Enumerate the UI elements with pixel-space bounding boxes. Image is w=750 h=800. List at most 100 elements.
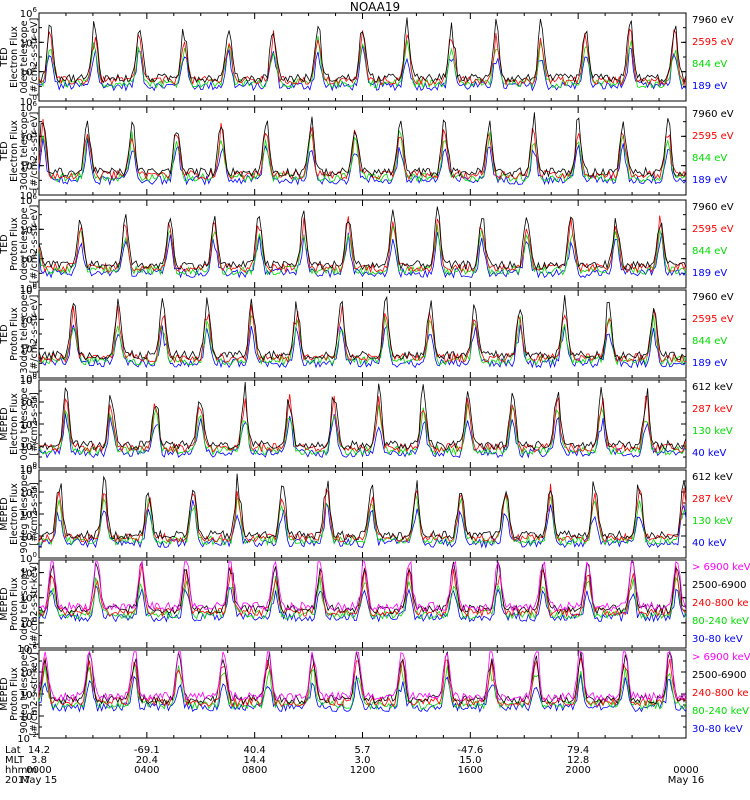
footer-hhmm: 0000: [673, 765, 699, 776]
y-axis-label-line: [#/cm2-s-str-eV]: [29, 204, 40, 284]
panel-frame: [38, 469, 687, 559]
y-tick-label: 104: [20, 566, 38, 580]
y-tick-label: 104: [20, 507, 38, 521]
y-tick-label: 100: [20, 188, 37, 202]
legend-entry: 40 keV: [692, 448, 727, 459]
footer-mlt: 12.8: [567, 755, 590, 766]
footer-label-year: 2017: [5, 775, 31, 786]
panel-2: 100 102 104 106: [20, 100, 687, 202]
series-line: [38, 650, 687, 703]
y-tick-label: 106: [20, 6, 38, 20]
y-axis-label: TED Proton Flux 30deg telescope [#/cm2-s-st…: [0, 290, 40, 378]
legend-entry: 7960 eV: [692, 202, 734, 213]
y-axis-label-line: [#/cm2-s-str-eV]: [29, 17, 40, 97]
series-line: [38, 112, 687, 178]
footer-hhmm: 2000: [565, 765, 591, 776]
y-tick-label: 106: [20, 100, 38, 114]
y-tick-label: 106: [20, 395, 38, 409]
series-line: [38, 206, 687, 271]
y-tick-label: 100: [20, 616, 37, 630]
legend-entry: 189 eV: [692, 268, 728, 279]
legend-entry: 7960 eV: [692, 15, 734, 26]
footer-hhmm: 0400: [134, 765, 160, 776]
y-tick-label: 10-2: [17, 641, 37, 655]
y-tick-label: 10-2: [17, 731, 37, 745]
y-axis-label: MEPED Electron Flux 90deg telescope [#/cm2-…: [0, 470, 40, 558]
series-line: [38, 137, 687, 186]
footer-lat: 40.4: [243, 745, 266, 756]
y-axis-label-line: [#/cm2-s-str-eV]: [29, 111, 40, 191]
y-tick-label: 106: [20, 643, 38, 657]
legend-entry: 844 eV: [692, 246, 728, 257]
y-tick-label: 104: [20, 35, 38, 49]
series-line: [38, 493, 687, 547]
legend-entry: 2500-6900: [692, 580, 747, 591]
series-line: [38, 560, 687, 613]
y-tick-label: 102: [20, 529, 37, 543]
y-tick-label: 104: [20, 312, 38, 326]
legend-entry: 30-80 keV: [692, 634, 743, 645]
y-tick-label: 102: [20, 687, 37, 701]
y-tick-label: 104: [20, 222, 38, 236]
y-tick-label: 100: [20, 94, 37, 108]
legend-entry: 2595 eV: [692, 224, 734, 235]
series-line: [38, 563, 687, 618]
series-line: [38, 412, 687, 459]
legend-entry: 2595 eV: [692, 314, 734, 325]
y-tick-label: 102: [20, 591, 37, 605]
y-axis-label: TED Electron Flux 30deg telescope [#/cm2-s-…: [0, 107, 40, 195]
legend-entry: 612 keV: [692, 472, 733, 483]
footer-label-mlt: MLT: [5, 755, 24, 766]
series-line: [38, 295, 687, 361]
y-tick-label: 100: [20, 281, 37, 295]
y-axis-label: MEPED Proton Flux 90deg telescope [#/cm2-s-…: [0, 650, 40, 738]
series-line: [38, 215, 687, 274]
y-tick-label: 104: [20, 417, 38, 431]
series-line: [38, 324, 687, 369]
footer-lat: 79.4: [567, 745, 590, 756]
y-tick-label: 108: [20, 373, 37, 387]
legend-entry: 240-800 ke: [692, 688, 749, 699]
series-line: [38, 314, 687, 367]
y-tick-label: 106: [20, 283, 38, 297]
footer-hhmm: 0800: [241, 765, 268, 776]
y-axis-label-line: [#/cm2-s-str-keV]: [29, 652, 40, 736]
y-axis-label: MEPED Proton Flux 0deg telescope [#/cm2-s-s…: [0, 560, 40, 648]
series-line: [38, 483, 687, 544]
series-line: [38, 35, 687, 89]
legend-entry: > 6900 keV: [692, 562, 750, 573]
footer-mlt: 20.4: [135, 755, 158, 766]
footer-mlt: 14.4: [243, 755, 266, 766]
y-tick-label: 100: [20, 551, 37, 565]
legend-entry: 844 eV: [692, 59, 728, 70]
footer-lat: 14.2: [27, 745, 51, 756]
footer-mlt: 3.0: [354, 755, 371, 766]
footer-mlt: 15.0: [459, 755, 482, 766]
y-tick-label: 100: [20, 371, 37, 385]
panel-4: 100 102 104 106: [20, 283, 687, 385]
series-line: [38, 500, 687, 549]
panel-frame: [38, 199, 687, 289]
legend-entry: 80-240 keV: [692, 616, 750, 627]
y-axis-label: MEPED Electron Flux 0deg telescope [#/cm2-s…: [0, 380, 40, 468]
legend-entry: 844 eV: [692, 336, 728, 347]
series-line: [38, 473, 687, 541]
y-axis-label-line: [#/cm2-s-str]: [29, 392, 40, 456]
legend-entry: 130 keV: [692, 426, 733, 437]
series-line: [38, 393, 687, 454]
y-tick-label: 100: [20, 709, 37, 723]
y-tick-label: 102: [20, 342, 37, 356]
y-axis-label-line: [#/cm2-s-str-keV]: [29, 562, 40, 646]
legend-entry: 2500-6900: [692, 670, 747, 681]
legend-entry: 612 keV: [692, 382, 733, 393]
y-tick-label: 102: [20, 159, 37, 173]
y-tick-label: 102: [20, 439, 37, 453]
y-tick-label: 108: [20, 463, 37, 477]
y-axis-label: TED Proton Flux 0deg telescope [#/cm2-s-str…: [0, 200, 40, 288]
y-axis-label-line: [#/cm2-s-str-eV]: [29, 294, 40, 374]
legend-entry: 189 eV: [692, 358, 728, 369]
series-line: [38, 224, 687, 276]
series-line: [38, 17, 687, 84]
panel-7: 10-2 100 102 104: [17, 559, 687, 655]
